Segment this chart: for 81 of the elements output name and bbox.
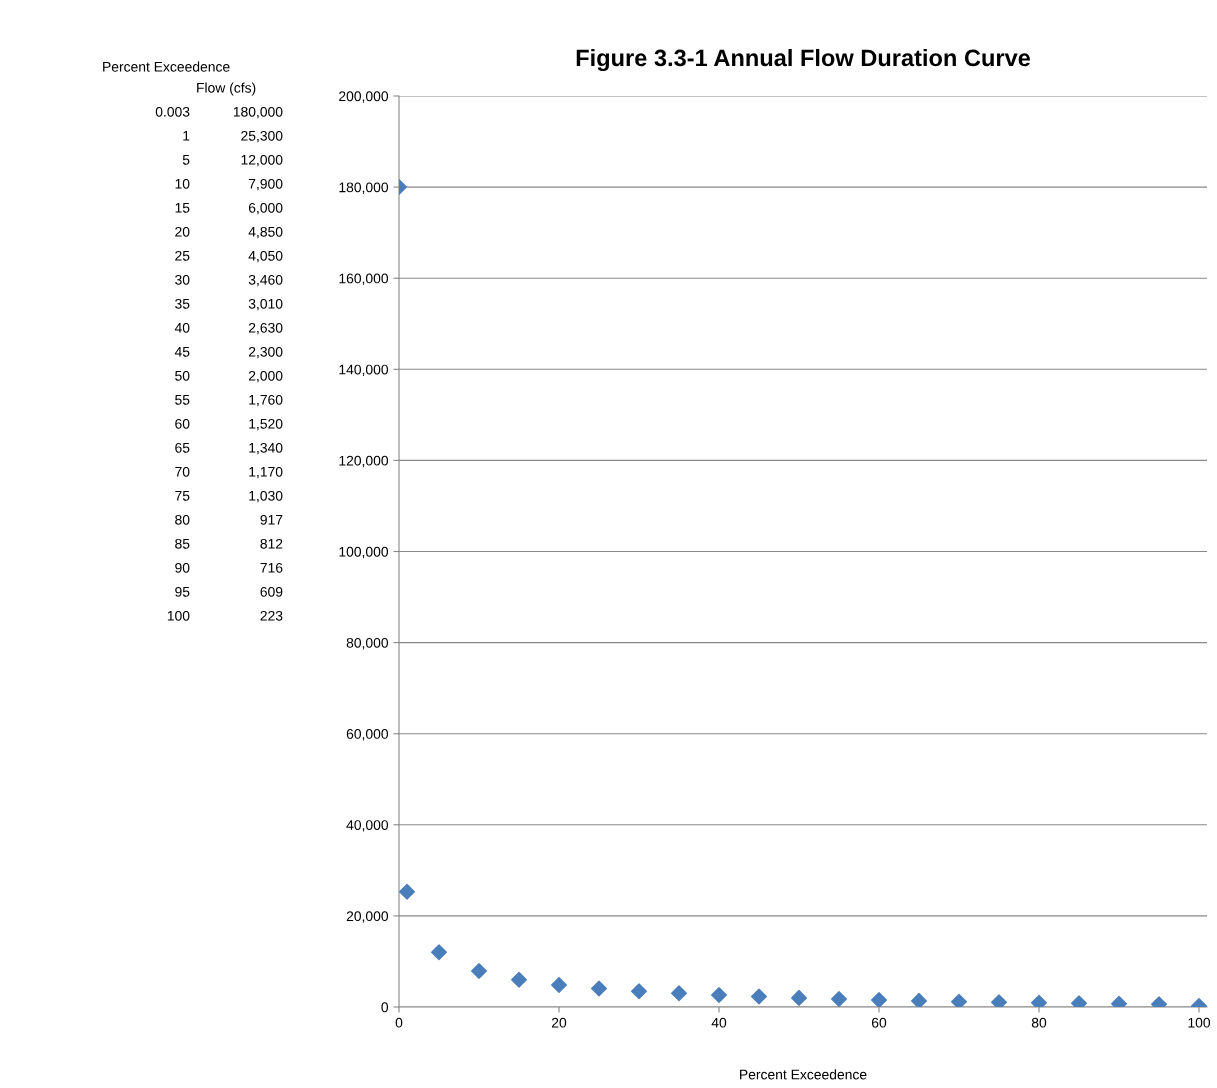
point	[951, 993, 967, 1007]
text: 1	[183, 131, 190, 141]
text: 6,000	[248, 202, 283, 215]
text: 917	[260, 514, 283, 525]
text: 75	[175, 491, 190, 501]
point	[831, 991, 847, 1007]
point	[591, 980, 607, 997]
text: 1,520	[249, 418, 283, 431]
text: 20	[175, 226, 190, 237]
text: 25	[175, 250, 190, 261]
y-tick-label: 100,000	[339, 546, 389, 559]
point	[911, 992, 927, 1007]
x-tick-label: 80	[1031, 1017, 1047, 1028]
y-tick-label: 200,000	[339, 91, 389, 103]
x-tick-label: 100	[1188, 1017, 1211, 1028]
text: 5	[182, 155, 190, 165]
text: 812	[260, 538, 283, 549]
text: 35	[175, 298, 190, 309]
text: 80	[175, 514, 190, 525]
text: 55	[175, 395, 190, 405]
text: Flow (cfs)	[197, 82, 256, 96]
x-tick-label: 40	[711, 1017, 727, 1028]
point	[871, 992, 887, 1007]
x-tick-label: 20	[551, 1017, 567, 1028]
x-axis-title: Percent Exceedence	[740, 1069, 867, 1080]
text: 1,760	[249, 394, 283, 407]
text: 15	[175, 203, 190, 213]
point	[751, 988, 767, 1005]
point	[671, 985, 687, 1002]
y-tick-label: 80,000	[346, 637, 389, 650]
text: 50	[175, 370, 190, 381]
text: 95	[175, 586, 190, 597]
text: 60	[175, 418, 190, 429]
text: 40	[174, 322, 190, 333]
text: 0.003	[155, 106, 190, 117]
point	[431, 944, 447, 961]
y-tick-label: 60,000	[346, 729, 389, 741]
text: 3,460	[248, 274, 283, 287]
text: 30	[175, 274, 190, 285]
text: 65	[175, 442, 190, 453]
text: 100	[167, 610, 190, 621]
text: 45	[174, 347, 190, 357]
text: 223	[260, 610, 283, 621]
text: 90	[175, 562, 190, 573]
point	[791, 989, 807, 1006]
text: 609	[260, 586, 283, 597]
point	[991, 994, 1007, 1007]
text: 1,030	[249, 490, 283, 503]
text: 3,010	[248, 298, 283, 311]
text: 85	[175, 538, 190, 549]
text: 70	[175, 466, 190, 477]
y-tick-label: 160,000	[339, 273, 389, 286]
point	[511, 971, 527, 988]
x-tick-label: 0	[395, 1017, 403, 1028]
y-tick-label: 40,000	[346, 820, 389, 832]
text: 180,000	[233, 106, 283, 119]
point	[399, 883, 415, 900]
point	[711, 987, 727, 1003]
chart-title: Figure 3.3-1 Annual Flow Duration Curve	[576, 48, 1031, 72]
text: 1,170	[249, 466, 283, 479]
y-tick-label: 120,000	[339, 455, 389, 468]
y-tick-label: 0	[381, 1002, 389, 1013]
text: 25,300	[241, 130, 283, 143]
text: 2,300	[248, 346, 283, 359]
y-tick-label: 180,000	[339, 182, 389, 194]
text: 716	[260, 562, 283, 573]
text: 4,050	[248, 250, 283, 263]
text: 7,900	[248, 178, 283, 191]
text: 10	[175, 178, 190, 189]
text: 4,850	[248, 226, 283, 239]
point	[551, 976, 567, 993]
text: 1,340	[249, 442, 283, 455]
point	[471, 963, 487, 979]
text: 12,000	[241, 154, 283, 167]
y-tick-label: 20,000	[346, 911, 389, 923]
x-tick-label: 60	[871, 1017, 887, 1028]
text: 2,000	[248, 370, 283, 383]
text: 2,630	[248, 322, 283, 335]
point	[631, 983, 647, 1000]
text: Percent Exceedence	[103, 61, 230, 72]
y-tick-label: 140,000	[339, 364, 389, 377]
